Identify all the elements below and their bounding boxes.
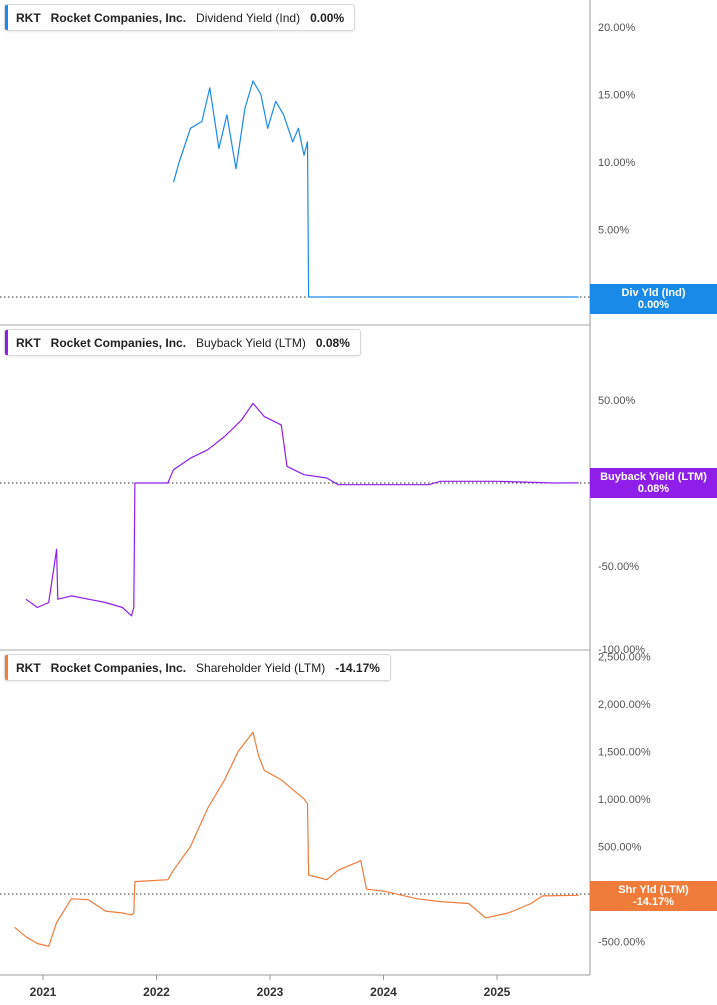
shareholder-tag-value: -14.17% [633,896,674,908]
dividend-series-line [172,80,579,298]
shareholder-ytick: 1,000.00% [598,794,651,806]
shareholder-ytick: 1,500.00% [598,746,651,758]
dividend-ytick: 15.00% [598,90,636,102]
dividend-legend-metric: Dividend Yield (Ind) [196,10,301,25]
x-tick-label: 2025 [484,985,511,999]
dividend-legend-value: 0.00% [310,10,345,25]
buyback-ytick: -100.00% [598,644,645,656]
dividend-ytick: 10.00% [598,157,636,169]
buyback-value-tag: Buyback Yield (LTM) 0.08% [590,468,717,498]
shareholder-legend-metric: Shareholder Yield (LTM) [196,660,326,675]
shareholder-ytick: 2,000.00% [598,699,651,711]
dividend-legend: RKT Rocket Companies, Inc. Dividend Yiel… [4,4,356,31]
x-tick-label: 2024 [370,985,397,999]
buyback-legend-company: Rocket Companies, Inc. [50,335,187,350]
buyback-legend-metric: Buyback Yield (LTM) [196,335,306,350]
x-tick-label: 2021 [30,985,57,999]
buyback-series-line [25,402,579,617]
dividend-ytick: 5.00% [598,225,629,237]
dividend-legend-ticker: RKT [16,10,41,25]
dividend-ytick: 20.00% [598,22,636,34]
buyback-ytick: 50.00% [598,395,636,407]
dividend-value-tag: Div Yld (Ind) 0.00% [590,284,717,314]
buyback-tag-value: 0.08% [637,483,670,495]
shareholder-legend-company: Rocket Companies, Inc. [50,660,187,675]
dividend-legend-swatch [5,5,8,30]
shareholder-ytick: 500.00% [598,841,642,853]
shareholder-legend-swatch [5,655,8,680]
shareholder-ytick: -500.00% [598,937,645,949]
shareholder-value-tag: Shr Yld (LTM) -14.17% [590,881,717,911]
x-tick-label: 2022 [143,985,170,999]
buyback-tag-label: Buyback Yield (LTM) [600,471,707,483]
buyback-ytick: -50.00% [598,561,639,573]
shareholder-series-line [14,731,579,947]
shareholder-legend-ticker: RKT [16,660,41,675]
shareholder-ytick: 2,500.00% [598,651,651,663]
dividend-tag-label: Div Yld (Ind) [621,287,686,299]
dividend-tag-value: 0.00% [637,299,670,311]
buyback-legend-ticker: RKT [16,335,41,350]
x-tick-label: 2023 [257,985,284,999]
buyback-legend: RKT Rocket Companies, Inc. Buyback Yield… [4,329,361,356]
buyback-legend-swatch [5,330,8,355]
shareholder-legend-value: -14.17% [335,660,380,675]
shareholder-legend: RKT Rocket Companies, Inc. Shareholder Y… [4,654,391,681]
dividend-legend-company: Rocket Companies, Inc. [50,10,187,25]
buyback-legend-value: 0.08% [315,335,350,350]
shareholder-tag-label: Shr Yld (LTM) [618,884,689,896]
